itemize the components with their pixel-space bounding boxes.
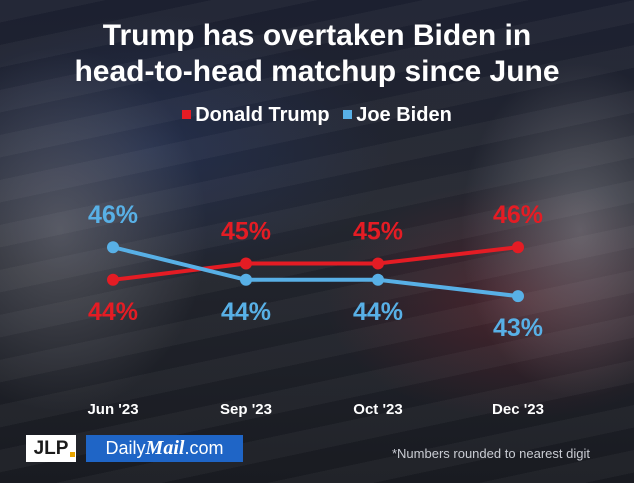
data-label-donald-trump: 46% (493, 201, 543, 229)
legend-swatch-biden (343, 110, 353, 119)
legend-item-biden: Joe Biden (343, 103, 452, 127)
data-point-donald-trump (240, 257, 252, 270)
chart-title: Trump has overtaken Biden in head-to-hea… (0, 18, 634, 90)
jlp-logo-dot (70, 452, 75, 457)
legend-label-trump: Donald Trump (195, 104, 330, 126)
legend: Donald Trump Joe Biden (0, 103, 634, 127)
title-line-1: Trump has overtaken Biden in (102, 19, 532, 52)
x-tick-label: Jun '23 (87, 401, 138, 418)
footnote: *Numbers rounded to nearest digit (391, 446, 590, 461)
data-label-donald-trump: 44% (88, 298, 138, 326)
data-point-joe-biden (372, 273, 384, 286)
data-label-joe-biden: 44% (353, 298, 403, 326)
x-tick-label: Dec '23 (492, 401, 544, 418)
jlp-logo: JLP (26, 435, 76, 462)
dailymail-logo: DailyMail.com (86, 435, 243, 462)
data-label-joe-biden: 43% (493, 314, 543, 342)
dailymail-logo-prefix: Daily (105, 438, 146, 458)
legend-item-trump: Donald Trump (182, 103, 330, 127)
legend-label-biden: Joe Biden (356, 104, 452, 126)
data-point-joe-biden (240, 273, 252, 286)
x-tick-label: Oct '23 (353, 401, 402, 418)
data-label-donald-trump: 45% (221, 218, 271, 246)
data-point-donald-trump (512, 241, 524, 254)
dailymail-logo-suffix: .com (184, 438, 224, 458)
dailymail-logo-bold: Mail (145, 437, 185, 459)
data-point-joe-biden (512, 290, 524, 303)
data-point-joe-biden (107, 241, 119, 254)
data-point-donald-trump (107, 273, 119, 286)
title-line-2: head-to-head matchup since June (74, 55, 560, 88)
jlp-logo-text: JLP (33, 438, 69, 459)
data-point-donald-trump (372, 257, 384, 270)
legend-swatch-trump (182, 110, 192, 119)
series-line-joe-biden (112, 245, 519, 299)
data-label-joe-biden: 44% (221, 298, 271, 326)
data-label-donald-trump: 45% (353, 218, 403, 246)
x-tick-label: Sep '23 (220, 401, 272, 418)
data-label-joe-biden: 46% (88, 201, 138, 229)
series-line-donald-trump (112, 245, 519, 282)
